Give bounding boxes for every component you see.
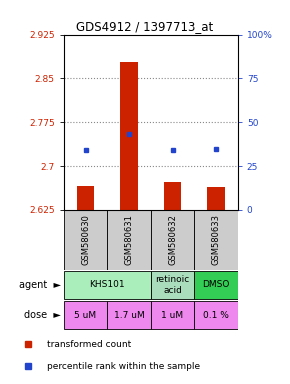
- Bar: [107, 301, 151, 329]
- Bar: [64, 210, 107, 270]
- Text: 5 uM: 5 uM: [75, 311, 97, 319]
- Text: DMSO: DMSO: [202, 280, 230, 290]
- Bar: [64, 301, 107, 329]
- Text: percentile rank within the sample: percentile rank within the sample: [47, 362, 200, 371]
- Text: 0.1 %: 0.1 %: [203, 311, 229, 319]
- Text: dose  ►: dose ►: [24, 310, 61, 320]
- Bar: [194, 301, 238, 329]
- Bar: [164, 182, 181, 210]
- Bar: [151, 301, 194, 329]
- Bar: [151, 271, 194, 300]
- Text: retinoic
acid: retinoic acid: [155, 275, 190, 295]
- Bar: [77, 187, 94, 210]
- Text: GSM580632: GSM580632: [168, 215, 177, 265]
- Bar: [207, 187, 225, 210]
- Text: 1.7 uM: 1.7 uM: [114, 311, 144, 319]
- Bar: [151, 210, 194, 270]
- Text: agent  ►: agent ►: [19, 280, 61, 290]
- Bar: [64, 271, 151, 300]
- Text: KHS101: KHS101: [90, 280, 125, 290]
- Text: GSM580631: GSM580631: [124, 215, 134, 265]
- Text: 1 uM: 1 uM: [162, 311, 184, 319]
- Bar: [194, 271, 238, 300]
- Text: transformed count: transformed count: [47, 339, 131, 349]
- Text: GDS4912 / 1397713_at: GDS4912 / 1397713_at: [76, 20, 214, 33]
- Text: GSM580630: GSM580630: [81, 215, 90, 265]
- Text: GSM580633: GSM580633: [211, 214, 221, 265]
- Bar: [107, 210, 151, 270]
- Bar: [194, 210, 238, 270]
- Bar: [120, 62, 138, 210]
